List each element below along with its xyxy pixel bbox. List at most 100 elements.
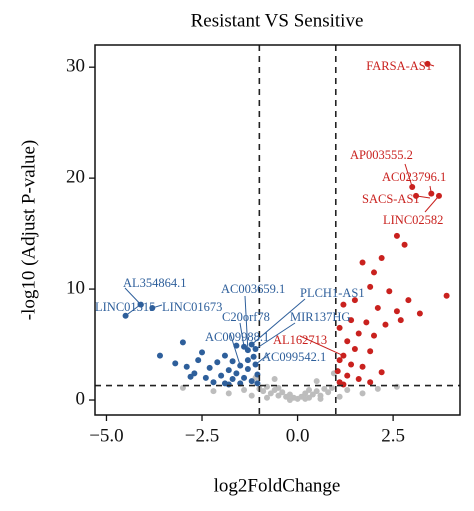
x-tick-label: −5.0 (89, 425, 123, 446)
point (317, 395, 324, 402)
point (424, 60, 431, 67)
leader-line (255, 352, 271, 365)
point (254, 380, 261, 387)
annotation: SACS-AS1 (362, 192, 420, 206)
point (344, 338, 351, 345)
point (210, 388, 217, 395)
leader-line (244, 295, 249, 351)
point (359, 259, 366, 266)
point (248, 392, 255, 399)
point (367, 379, 374, 386)
annotation: AP003555.2 (350, 148, 413, 162)
point (348, 317, 355, 324)
point (179, 339, 186, 346)
point (156, 352, 163, 359)
x-tick-label: 2.5 (381, 425, 405, 446)
point (263, 394, 270, 401)
point (248, 378, 255, 385)
point (229, 358, 236, 365)
point (367, 348, 374, 355)
leader-line (424, 195, 440, 213)
point (344, 372, 351, 379)
point (225, 381, 232, 388)
annotation: AC003659.1 (221, 282, 285, 296)
annotation: LINC01515 (95, 300, 155, 314)
leader-line (427, 63, 435, 67)
chart-title: Resistant VS Sensitive (191, 10, 364, 31)
point (233, 370, 240, 377)
point (386, 288, 393, 295)
point (336, 357, 343, 364)
point (393, 308, 400, 315)
y-tick-label: 0 (76, 388, 86, 409)
point (183, 363, 190, 370)
point (374, 304, 381, 311)
annotation: C20orf78 (222, 310, 270, 324)
point (271, 375, 278, 382)
annotation: PLCH1-AS1 (300, 286, 365, 300)
y-tick-label: 20 (66, 166, 85, 187)
plot-frame (94, 44, 461, 416)
point (416, 310, 423, 317)
annotation: MIR137HG (290, 310, 350, 324)
leader-line (415, 195, 431, 199)
y-axis-label: -log10 (Adjust P-value) (18, 140, 39, 320)
point (241, 387, 248, 394)
point (371, 269, 378, 276)
point (367, 283, 374, 290)
annotation: AL162713 (273, 333, 327, 347)
annotation: LINC01673 (162, 300, 222, 314)
leader-line (124, 287, 142, 305)
point (218, 372, 225, 379)
leader-line (152, 304, 163, 309)
annotation: AC023796.1 (382, 170, 446, 184)
point (374, 385, 381, 392)
x-axis-label: log2FoldChange (214, 475, 341, 496)
annotation: AC009988.1 (205, 330, 269, 344)
point (313, 378, 320, 385)
point (336, 324, 343, 331)
point (263, 383, 270, 390)
point (393, 232, 400, 239)
point (313, 388, 320, 395)
point (229, 375, 236, 382)
point (363, 319, 370, 326)
leader-line (299, 335, 344, 357)
point (443, 292, 450, 299)
point (393, 383, 400, 390)
annotation: AL354864.1 (123, 276, 187, 290)
point (325, 389, 332, 396)
point (382, 321, 389, 328)
point (286, 397, 293, 404)
x-tick-label: 0.0 (286, 425, 310, 446)
y-tick-label: 10 (66, 277, 85, 298)
point (351, 345, 358, 352)
point (371, 332, 378, 339)
point (195, 357, 202, 364)
point (378, 255, 385, 262)
annotation: FARSA-AS1 (366, 59, 432, 73)
leader-line (255, 322, 296, 350)
point (302, 395, 309, 402)
point (241, 374, 248, 381)
leader-line (404, 163, 413, 188)
point (355, 375, 362, 382)
point (355, 330, 362, 337)
point (351, 297, 358, 304)
point (250, 353, 257, 360)
y-tick-label: 30 (66, 56, 85, 77)
point (344, 387, 351, 394)
leader-line (229, 332, 241, 366)
annotation: LINC02582 (383, 213, 443, 227)
leader-line (429, 185, 432, 194)
point (225, 390, 232, 397)
point (359, 390, 366, 397)
point (348, 361, 355, 368)
point (405, 297, 412, 304)
point (206, 364, 213, 371)
point (244, 357, 251, 364)
point (279, 389, 286, 396)
point (172, 360, 179, 367)
point (340, 301, 347, 308)
